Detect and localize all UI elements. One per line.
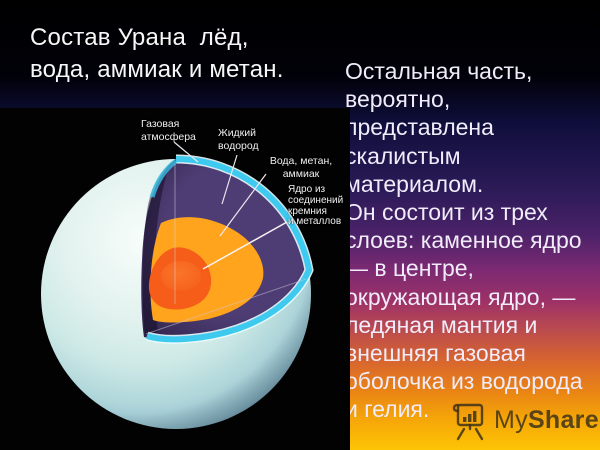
label-gas-atmosphere: Газовая атмосфера [141, 118, 196, 143]
uranus-diagram-canvas [41, 141, 314, 429]
label-rock-core: Ядро из соединений кремния и металлов [288, 184, 344, 228]
leader-line-water [219, 173, 267, 237]
myshared-logo-text: MyShared [494, 406, 600, 435]
label-water-methane-ammonia: Вода, метан, аммиак [269, 155, 333, 180]
uranus-cutaway-image [0, 108, 350, 450]
myshared-watermark: MyShared [452, 401, 600, 443]
presentation-easel-icon [452, 403, 484, 441]
core-highlight [161, 261, 201, 291]
myshared-logo-shared: Shared [527, 406, 600, 434]
leader-line-atmosphere [173, 141, 199, 163]
gas-atmosphere-left-edge [149, 158, 178, 198]
slide-title: Состав Урана лёд, вода, аммиак и метан. [30, 24, 284, 83]
leader-line-core [202, 221, 288, 270]
leader-line-hydrogen [221, 154, 238, 205]
horizontal-cut-edge-line [145, 278, 307, 335]
body-text: Остальная часть, вероятно, представлена … [345, 58, 583, 423]
gas-atmosphere-layer [146, 155, 313, 343]
myshared-logo-my: My [494, 406, 528, 434]
label-liquid-hydrogen: Жидкий водород [218, 127, 259, 152]
